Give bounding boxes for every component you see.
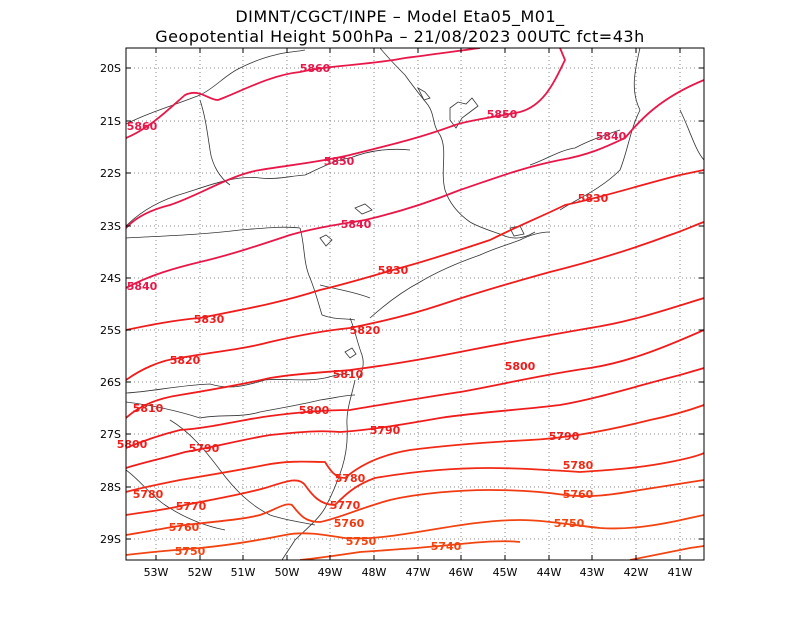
lat-label: 20S (100, 62, 121, 75)
lon-label: 49W (318, 566, 343, 579)
grid (126, 48, 704, 560)
contour-5850-a (126, 48, 566, 229)
contour-label: 5800 (117, 438, 148, 451)
contour-label: 5820 (350, 324, 381, 337)
lon-label: 50W (275, 566, 300, 579)
contour-5840-a (126, 79, 704, 289)
contour-5830-a (126, 169, 704, 331)
lon-label: 46W (449, 566, 474, 579)
contour-label: 5830 (378, 264, 409, 277)
contour-label: 5790 (189, 442, 220, 455)
contour-label: 5790 (370, 424, 401, 437)
contour-label: 5810 (333, 368, 364, 381)
contour-label: 5850 (487, 108, 518, 121)
lat-label: 21S (100, 115, 121, 128)
contour-label: 5860 (300, 62, 331, 75)
lat-label: 27S (100, 428, 121, 441)
contour-label: 5750 (554, 517, 585, 530)
lat-label: 22S (100, 167, 121, 180)
contour-label: 5820 (170, 354, 201, 367)
contour-label: 5780 (563, 459, 594, 472)
contour-label: 5800 (299, 404, 330, 417)
lon-label: 48W (362, 566, 387, 579)
contour-label: 5830 (194, 313, 225, 326)
lat-label: 25S (100, 324, 121, 337)
contour-label: 5760 (169, 521, 200, 534)
contour-5820-a (126, 221, 704, 381)
contour-label: 5790 (549, 430, 580, 443)
contour-label: 5860 (127, 120, 158, 133)
contour-5750-a (126, 514, 704, 556)
lon-label: 45W (493, 566, 518, 579)
contour-label: 5750 (346, 535, 377, 548)
contour-5770-a (126, 452, 704, 516)
lat-label: 26S (100, 376, 121, 389)
lon-label: 41W (668, 566, 693, 579)
contour-label: 5850 (324, 155, 355, 168)
contour-5740-a (299, 540, 521, 560)
contour-label: 5830 (578, 192, 609, 205)
contour-label: 5760 (334, 517, 365, 530)
lon-label: 52W (188, 566, 213, 579)
lon-label: 43W (580, 566, 605, 579)
latitude-axis (126, 67, 704, 540)
political-borders (126, 48, 704, 560)
contour-5790-a (126, 367, 704, 469)
contour-5800-a (126, 329, 704, 449)
title-line-2: Geopotential Height 500hPa – 21/08/2023 … (155, 27, 644, 46)
plot-frame (125, 47, 705, 561)
lat-label: 24S (100, 272, 121, 285)
contour-label: 5840 (127, 280, 158, 293)
contour-label: 5770 (330, 499, 361, 512)
lon-label: 47W (406, 566, 431, 579)
lat-label: 23S (100, 220, 121, 233)
contour-labels: 5860 5860 5850 5850 5840 5840 5840 5830 … (117, 62, 627, 558)
contour-5810-a (126, 297, 704, 419)
contour-5780-a (126, 404, 704, 493)
contour-label: 5740 (431, 540, 462, 553)
contour-5860-a (126, 48, 481, 139)
contour-label: 5770 (176, 500, 207, 513)
lon-label: 51W (231, 566, 256, 579)
lon-label: 42W (624, 566, 649, 579)
contour-label: 5840 (596, 130, 627, 143)
contour-label: 5760 (563, 488, 594, 501)
contour-label: 5810 (133, 402, 164, 415)
contour-5740-b (629, 545, 704, 560)
contour-label: 5780 (335, 472, 366, 485)
longitude-axis (155, 48, 681, 560)
lon-label: 53W (144, 566, 169, 579)
lon-label: 44W (537, 566, 562, 579)
contour-label: 5840 (341, 218, 372, 231)
longitude-labels: 53W 52W 51W 50W 49W 48W 47W 46W 45W 44W … (144, 566, 693, 579)
lat-label: 28S (100, 481, 121, 494)
contour-label: 5800 (505, 360, 536, 373)
title-line-1: DIMNT/CGCT/INPE – Model Eta05_M01_ (235, 7, 565, 27)
contour-label: 5780 (133, 488, 164, 501)
contour-label: 5750 (175, 545, 206, 558)
geopotential-contours (126, 48, 704, 560)
latitude-labels: 20S 21S 22S 23S 24S 25S 26S 27S 28S 29S (100, 62, 121, 546)
lat-label: 29S (100, 533, 121, 546)
contour-5760-a (126, 479, 704, 536)
reservoirs (319, 86, 525, 359)
